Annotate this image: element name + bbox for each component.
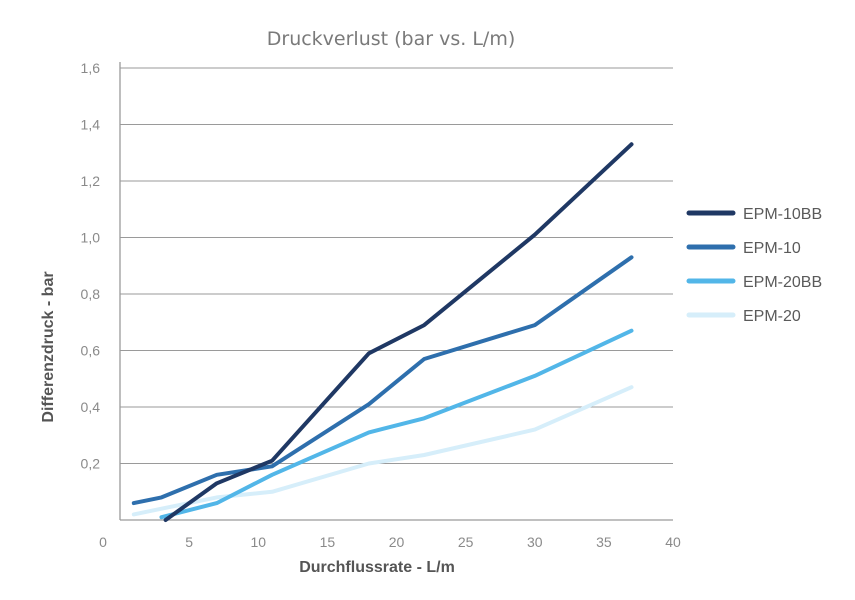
- x-tick-label: 40: [665, 534, 681, 550]
- tick-labels: 0,2 0,4 0,6 0,8 1,0 1,2 1,4 1,6 0 5 10 15 20 25 30 35 40: [81, 60, 681, 550]
- legend-label: EPM-20BB: [743, 274, 822, 291]
- x-tick-label: 5: [185, 534, 193, 550]
- x-tick-label: 15: [320, 534, 336, 550]
- x-tick-label: 30: [527, 534, 543, 550]
- axes: [119, 62, 673, 521]
- series-line-epm-10bb: [163, 142, 634, 522]
- series-line-epm-10: [131, 255, 634, 506]
- y-tick-label: 1,6: [81, 60, 101, 76]
- x-tick-label: 25: [458, 534, 474, 550]
- series-lines: [131, 142, 634, 522]
- y-axis-label: Differenzdruck - bar: [40, 271, 57, 422]
- legend-label: EPM-10BB: [743, 206, 822, 223]
- y-tick-label: 1,2: [81, 173, 101, 189]
- legend-item-epm-20bb: EPM-20BB: [686, 274, 822, 291]
- legend-label: EPM-10: [743, 240, 801, 257]
- legend-label: EPM-20: [743, 308, 801, 325]
- chart-title: Druckverlust (bar vs. L/m): [267, 28, 515, 50]
- legend: EPM-10BB EPM-10 EPM-20BB EPM-20: [686, 206, 822, 325]
- legend-item-epm-20: EPM-20: [686, 308, 801, 325]
- y-tick-label: 1,0: [81, 230, 101, 246]
- legend-item-epm-10: EPM-10: [686, 240, 801, 257]
- y-tick-label: 0,6: [81, 343, 101, 359]
- series-line-epm-20bb: [159, 328, 634, 520]
- y-tick-label: 1,4: [81, 117, 101, 133]
- x-tick-label: 35: [596, 534, 612, 550]
- y-tick-label: 0,8: [81, 286, 101, 302]
- x-tick-label: 0: [99, 534, 107, 550]
- x-tick-label: 10: [250, 534, 266, 550]
- y-tick-label: 0,4: [81, 399, 101, 415]
- x-tick-label: 20: [389, 534, 405, 550]
- legend-item-epm-10bb: EPM-10BB: [686, 206, 822, 223]
- series-line-epm-20: [131, 385, 634, 517]
- x-axis-label: Durchflussrate - L/m: [299, 559, 455, 576]
- y-tick-label: 0,2: [81, 456, 101, 472]
- grid-lines: [120, 67, 673, 464]
